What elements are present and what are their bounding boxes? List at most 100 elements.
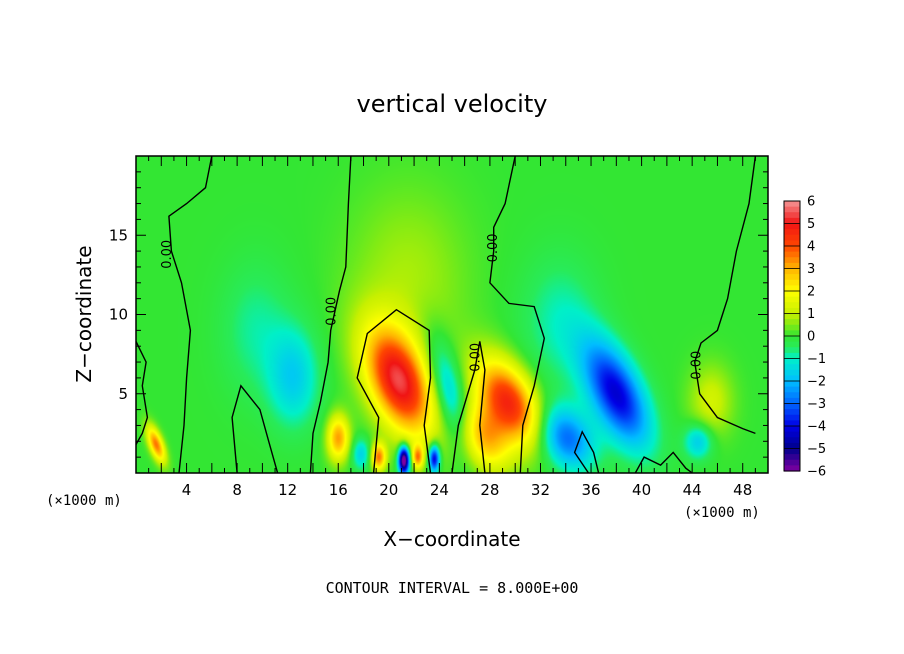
colorbar-swatch: [784, 465, 800, 472]
colorbar-swatch: [784, 442, 800, 450]
colorbar-tick-label: 3: [807, 262, 815, 277]
x-tick-label: 40: [632, 481, 651, 499]
colorbar-swatch: [784, 381, 800, 388]
x-tick-label: 20: [379, 481, 398, 499]
colorbar-swatch: [784, 375, 800, 382]
colorbar-swatch: [784, 206, 800, 213]
contour-label-2: 0.00: [486, 233, 501, 262]
colorbar-swatch: [784, 330, 800, 337]
colorbar-swatch: [784, 319, 800, 326]
colorbar-tick-label: 1: [807, 307, 815, 322]
colorbar-tick-label: −1: [807, 352, 826, 367]
zero-contour-0: [168, 155, 213, 474]
colorbar-swatch: [784, 397, 800, 405]
zero-contour-4: [135, 341, 149, 445]
colorbar-swatch: [784, 257, 800, 264]
zero-contour-7: [451, 341, 486, 474]
colorbar-swatch: [784, 414, 800, 421]
velocity-field: [136, 156, 768, 473]
colorbar-swatch: [784, 313, 800, 320]
colorbar-swatch: [784, 437, 800, 444]
x-tick-label: 12: [278, 481, 297, 499]
colorbar-swatch: [784, 392, 800, 399]
colorbar-swatch: [784, 431, 800, 438]
contour-label-3: 0.00: [469, 343, 484, 372]
x-tick-label: 32: [531, 481, 550, 499]
colorbar-swatch: [784, 201, 800, 208]
colorbar-swatch: [784, 268, 800, 275]
contour-label-1: 0.00: [324, 297, 339, 326]
x-tick-label: 48: [733, 481, 752, 499]
colorbar-swatch: [784, 448, 800, 455]
colorbar-tick-label: 2: [807, 285, 815, 300]
zero-contour-2: [489, 155, 546, 474]
x-tick-label: 28: [480, 481, 499, 499]
x-tick-label: 16: [329, 481, 348, 499]
zero-contour-5: [231, 384, 279, 474]
contour-labels: 0.00 0.00 0.00 0.00 0.00: [160, 233, 705, 379]
colorbar-swatch: [784, 285, 800, 292]
colorbar-swatch: [784, 262, 800, 270]
colorbar-tick-label: 6: [807, 195, 815, 210]
colorbar-swatch: [784, 307, 800, 315]
colorbar-tick-label: −5: [807, 442, 826, 457]
colorbar-tick-label: −2: [807, 375, 826, 390]
x-tick-label: 8: [232, 481, 242, 499]
colorbar-swatch: [784, 341, 800, 348]
colorbar-swatch: [784, 274, 800, 281]
colorbar-swatch: [784, 246, 800, 253]
x-tick-label: 36: [581, 481, 600, 499]
x-axis-unit: (×1000 m): [46, 493, 122, 509]
zero-contour-lines: [135, 155, 757, 474]
y-axis-label: Z−coordinate: [72, 245, 96, 382]
y-tick-label: 15: [109, 226, 128, 244]
colorbar-swatch: [784, 409, 800, 416]
y-tick-label: 10: [109, 306, 128, 324]
y-tick-label: 5: [118, 385, 128, 403]
colorbar-swatch: [784, 223, 800, 230]
colorbar-tick-label: −6: [807, 465, 826, 480]
colorbar-swatch: [784, 302, 800, 309]
zero-contour-9: [634, 451, 693, 474]
colorbar-tick-label: 4: [807, 240, 815, 255]
colorbar-swatch: [784, 296, 800, 303]
zero-contour-1: [309, 155, 352, 474]
contour-label-4: 0.00: [690, 351, 705, 380]
colorbar-swatch: [784, 291, 800, 298]
colorbar-swatch: [784, 229, 800, 236]
colorbar-swatch: [784, 240, 800, 247]
contour-label-0: 0.00: [160, 240, 175, 269]
colorbar: 6 5 4 3 2 1 0 −1 −2 −3 −4 −5 −6: [783, 195, 826, 480]
colorbar-swatch: [784, 364, 800, 371]
zero-contour-3: [693, 155, 757, 435]
colorbar-swatch: [784, 212, 800, 219]
x-tick-label: 4: [182, 481, 192, 499]
colorbar-swatch: [784, 426, 800, 433]
colorbar-swatch: [784, 386, 800, 393]
colorbar-swatch: [784, 358, 800, 365]
colorbar-swatch: [784, 279, 800, 286]
contour-interval-note: CONTOUR INTERVAL = 8.000E+00: [326, 579, 579, 597]
colorbar-swatch: [784, 234, 800, 241]
x-axis-ticks: 4 8 12 16 20 24 28 32 36 40 44 48: [148, 156, 756, 499]
x-axis-label: X−coordinate: [383, 527, 520, 551]
x-tick-label: 44: [683, 481, 702, 499]
colorbar-swatch: [784, 459, 800, 466]
x-axis-unit-right: (×1000 m): [684, 505, 760, 521]
colorbar-swatch: [784, 347, 800, 354]
colorbar-swatch: [784, 352, 800, 360]
colorbar-swatch: [784, 217, 800, 225]
chart-title: vertical velocity: [357, 90, 548, 118]
y-axis-ticks: 5 10 15: [109, 171, 768, 458]
colorbar-swatch: [784, 403, 800, 410]
colorbar-swatch: [784, 420, 800, 427]
zero-contour-6: [356, 308, 432, 474]
colorbar-tick-label: −3: [807, 397, 826, 412]
colorbar-swatch: [784, 454, 800, 461]
colorbar-swatch: [784, 251, 800, 258]
colorbar-tick-label: −4: [807, 420, 826, 435]
colorbar-swatch: [784, 369, 800, 376]
colorbar-tick-label: 0: [807, 330, 815, 345]
plot-area: 0.00 0.00 0.00 0.00 0.00: [135, 155, 769, 474]
